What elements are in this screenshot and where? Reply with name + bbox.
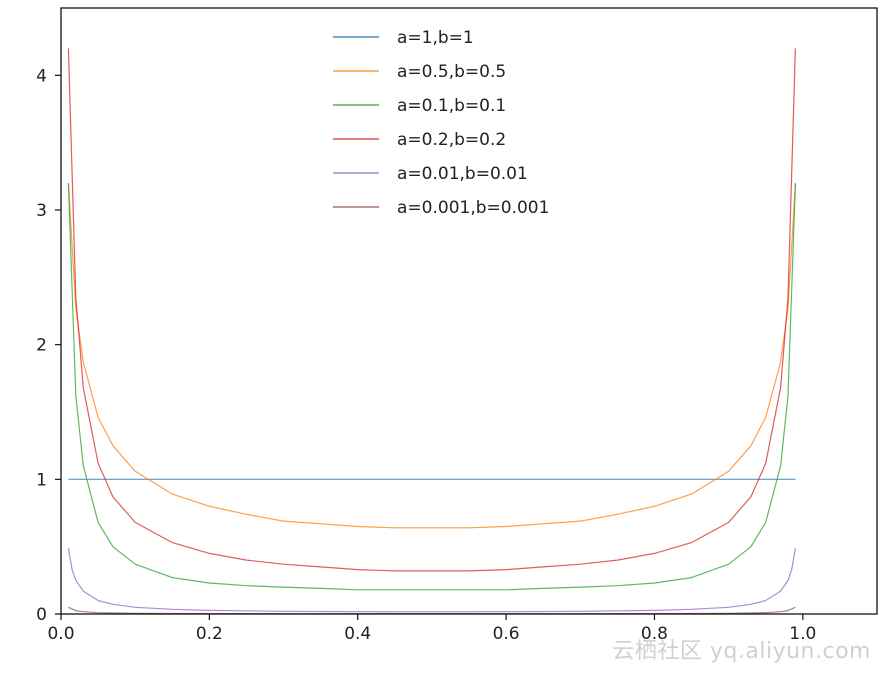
legend-label-2: a=0.1,b=0.1 bbox=[397, 96, 506, 116]
legend-label-0: a=1,b=1 bbox=[397, 28, 474, 48]
series-line-1 bbox=[67, 183, 796, 529]
legend-label-1: a=0.5,b=0.5 bbox=[397, 62, 506, 82]
legend: a=1,b=1 a=0.5,b=0.5 a=0.1,b=0.1 a=0.2,b=0.2… bbox=[333, 28, 549, 218]
x-tick-label-0: 0.0 bbox=[47, 624, 74, 644]
axis-layer: 0.0 0.2 0.4 0.6 0.8 1.0 0 1 2 3 4 bbox=[36, 66, 816, 644]
plot-background bbox=[61, 8, 877, 614]
series-line-4 bbox=[67, 547, 796, 613]
x-tick-label-4: 0.8 bbox=[641, 624, 668, 644]
series-line-2 bbox=[67, 183, 796, 591]
legend-label-3: a=0.2,b=0.2 bbox=[397, 130, 506, 150]
legend-label-5: a=0.001,b=0.001 bbox=[397, 198, 549, 218]
x-tick-label-2: 0.4 bbox=[344, 624, 371, 644]
x-tick-label-3: 0.6 bbox=[493, 624, 520, 644]
y-tick-label-0: 0 bbox=[36, 605, 47, 625]
watermark: 云栖社区 yq.aliyun.com bbox=[612, 639, 871, 664]
y-tick-label-2: 2 bbox=[36, 336, 47, 356]
y-tick-label-1: 1 bbox=[36, 470, 47, 490]
y-tick-label-3: 3 bbox=[36, 201, 47, 221]
x-tick-label-1: 0.2 bbox=[196, 624, 223, 644]
series-line-3 bbox=[67, 48, 796, 572]
x-tick-label-5: 1.0 bbox=[789, 624, 816, 644]
legend-label-4: a=0.01,b=0.01 bbox=[397, 164, 528, 184]
y-tick-label-4: 4 bbox=[36, 66, 47, 86]
plot-frame bbox=[60, 7, 878, 615]
